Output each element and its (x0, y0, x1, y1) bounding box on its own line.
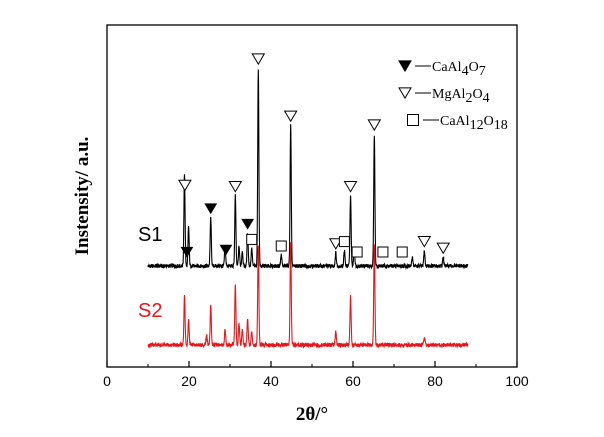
x-tick-label: 100 (505, 373, 529, 389)
legend-marker-open-triangle (398, 87, 412, 100)
legend-subscript: 4 (462, 64, 469, 79)
marker-mgal2o4 (436, 242, 451, 255)
legend-subscript: 7 (479, 64, 486, 79)
marker-mgal2o4 (367, 119, 382, 132)
y-axis-label: Instensity/ a.u. (72, 137, 93, 256)
legend-entry-label: MgAl2O4 (432, 87, 490, 106)
plot-frame (106, 24, 518, 368)
series-label-s1: S1 (138, 224, 162, 246)
marker-mgal2o4 (417, 236, 432, 248)
marker-caal12o18 (275, 240, 287, 252)
legend-marker-open-square (407, 114, 419, 126)
x-tick-label: 80 (427, 373, 443, 389)
legend-subscript: 18 (494, 118, 508, 133)
marker-mgal2o4 (328, 238, 343, 250)
series-line-s2 (147, 242, 469, 350)
marker-mgal2o4 (178, 179, 192, 192)
legend-entry-label: CaAl4O7 (432, 60, 486, 79)
marker-caal12o18 (246, 233, 258, 245)
legend-text: O (469, 60, 479, 75)
x-axis-label: 2θ/° (296, 404, 328, 425)
x-tick-label: 40 (263, 373, 279, 389)
marker-caal12o18 (377, 246, 389, 258)
legend-text: CaAl (440, 114, 470, 129)
marker-caal4o7 (241, 218, 255, 230)
legend-subscript: 2 (465, 91, 472, 106)
x-tick-label: 0 (103, 373, 111, 389)
legend-marker-filled-triangle (398, 60, 412, 73)
legend-text: O (484, 114, 494, 129)
phase-markers (178, 53, 451, 258)
marker-caal4o7 (219, 244, 233, 256)
legend-text: O (472, 87, 482, 102)
marker-mgal2o4 (343, 181, 358, 193)
series-line-s1 (147, 69, 469, 271)
series-layer (147, 69, 469, 350)
legend-text: MgAl (432, 87, 466, 102)
marker-caal12o18 (338, 236, 350, 248)
marker-caal4o7 (180, 246, 194, 258)
x-tick-label: 20 (181, 373, 197, 389)
legend-subscript: 12 (470, 118, 484, 133)
legend-subscript: 4 (483, 91, 490, 106)
x-axis-ticks: 0 20 40 60 80 100 (103, 361, 529, 389)
legend-text: CaAl (432, 60, 462, 75)
marker-mgal2o4 (228, 181, 243, 193)
marker-caal12o18 (351, 246, 363, 258)
series-label-s2: S2 (138, 300, 162, 322)
marker-mgal2o4 (251, 53, 266, 66)
marker-caal4o7 (204, 203, 218, 215)
legend-entry-label: CaAl12O18 (440, 114, 508, 133)
marker-mgal2o4 (283, 110, 298, 123)
marker-caal12o18 (396, 246, 408, 258)
x-tick-label: 60 (345, 373, 361, 389)
